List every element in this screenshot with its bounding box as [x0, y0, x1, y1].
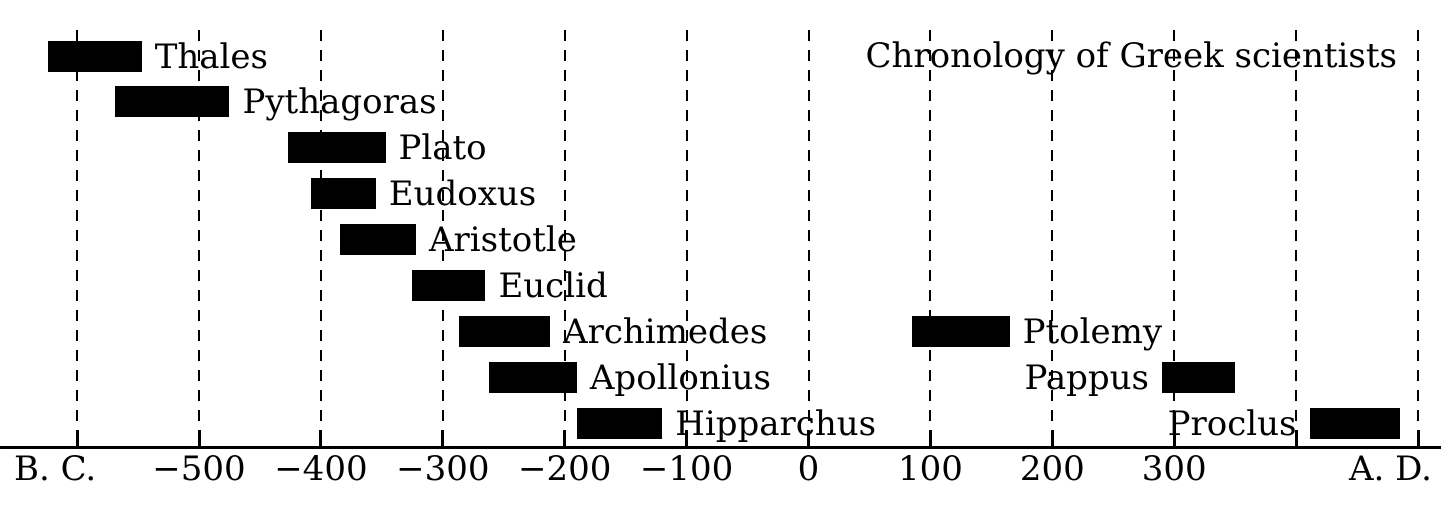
timeline-bar	[1309, 407, 1400, 439]
tick-mark--600	[75, 430, 79, 447]
tick-mark--100	[685, 430, 689, 447]
bar-label: Plato	[398, 128, 487, 169]
x-axis-line	[0, 446, 1441, 449]
timeline-bar	[1162, 361, 1236, 393]
timeline-bar	[912, 315, 1010, 347]
tick-mark--400	[319, 430, 323, 447]
tick-label-100: 100	[897, 449, 963, 489]
tick-mark-200	[1050, 430, 1054, 447]
tick-mark-100	[928, 430, 932, 447]
bar-label: Proclus	[1167, 403, 1297, 444]
bar-label: Apollonius	[589, 357, 771, 398]
timeline-bar	[114, 86, 230, 118]
tick-label-300: 300	[1141, 449, 1207, 489]
tick-mark-0	[807, 430, 810, 447]
tick-mark--300	[441, 430, 445, 447]
era-label-bc: B. C.	[14, 449, 97, 489]
gridline--300	[441, 30, 444, 446]
timeline-bar	[311, 178, 376, 210]
gridline-400	[1295, 30, 1298, 446]
timeline-bar	[47, 40, 142, 72]
tick-mark-400	[1294, 430, 1298, 447]
gridline-0	[807, 30, 810, 446]
bar-label: Thales	[154, 36, 268, 77]
timeline-bar	[576, 407, 663, 439]
tick-label--400: −400	[274, 449, 368, 489]
chart-title: Chronology of Greek scientists	[865, 36, 1397, 76]
tick-label--300: −300	[396, 449, 490, 489]
bar-label: Pappus	[1024, 357, 1150, 398]
bar-label: Euclid	[498, 266, 608, 306]
tick-mark-500	[1416, 430, 1420, 447]
tick-label--500: −500	[152, 449, 246, 489]
gridline--600	[76, 30, 79, 446]
era-label-ad: A. D.	[1348, 449, 1432, 489]
gridline--400	[319, 30, 322, 446]
bar-label: Pythagoras	[242, 82, 437, 123]
bar-label: Archimedes	[563, 311, 768, 352]
gridline--500	[198, 30, 200, 446]
bar-label: Aristotle	[428, 220, 577, 261]
gridline-300	[1173, 30, 1176, 446]
gridline-500	[1417, 30, 1419, 446]
bar-label: Ptolemy	[1022, 311, 1163, 352]
tick-label--200: −200	[517, 449, 612, 489]
gridline--100	[685, 30, 688, 446]
gridline--200	[563, 30, 566, 446]
timeline-bar	[458, 315, 551, 347]
timeline-bar	[489, 361, 577, 393]
tick-label-200: 200	[1019, 449, 1085, 489]
bar-label: Eudoxus	[388, 174, 537, 215]
gridline-200	[1051, 30, 1054, 446]
timeline-bar	[412, 270, 486, 301]
timeline-bar	[340, 224, 416, 256]
timeline-bar	[287, 132, 386, 164]
tick-mark--500	[197, 430, 201, 447]
tick-label-0: 0	[797, 449, 820, 489]
tick-mark--200	[563, 430, 567, 447]
tick-mark-300	[1172, 430, 1176, 447]
gridline-100	[929, 30, 932, 446]
bar-label: Hipparchus	[675, 403, 877, 444]
tick-label--100: −100	[639, 449, 734, 489]
